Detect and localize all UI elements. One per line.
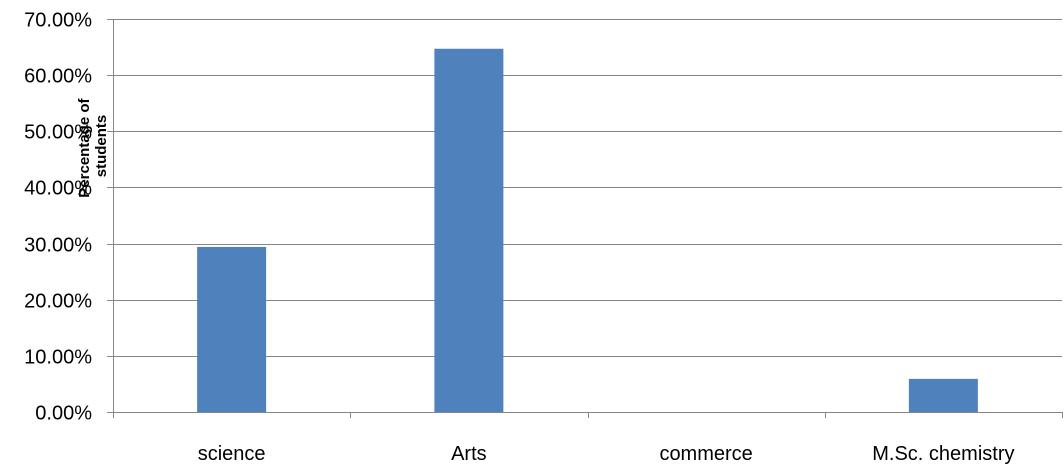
y-tick-label: 20.00%: [24, 291, 92, 313]
y-tick-label: 30.00%: [24, 235, 92, 257]
y-tick-label: 0.00%: [35, 403, 92, 425]
x-tick-labels: science Arts commerce M.Sc. chemistry: [198, 443, 1015, 465]
y-tick-label: 40.00%: [24, 178, 92, 200]
x-tick-label: Arts: [451, 443, 487, 465]
x-tick-label: commerce: [659, 443, 752, 465]
bar-science: [197, 246, 267, 412]
gridlines: [113, 19, 1062, 357]
bar-arts: [434, 48, 504, 413]
y-axis-label: Percentage of students: [76, 94, 110, 197]
y-tick-label: 50.00%: [24, 122, 92, 144]
y-tick-label: 60.00%: [24, 66, 92, 88]
y-tick-labels: 0.00% 10.00% 20.00% 30.00% 40.00% 50.00% 60.00…: [24, 10, 92, 425]
x-tick-label: M.Sc. chemistry: [872, 443, 1014, 465]
y-tick-label: 70.00%: [24, 10, 92, 32]
y-axis-label-line-1: Percentage of: [76, 97, 93, 197]
bars: [197, 48, 978, 413]
x-tick-label: science: [198, 443, 266, 465]
y-tick-label: 10.00%: [24, 347, 92, 369]
bar-m-sc-chemistry: [908, 378, 978, 412]
axes: [107, 19, 1063, 418]
y-axis-label-line-2: students: [93, 115, 110, 178]
